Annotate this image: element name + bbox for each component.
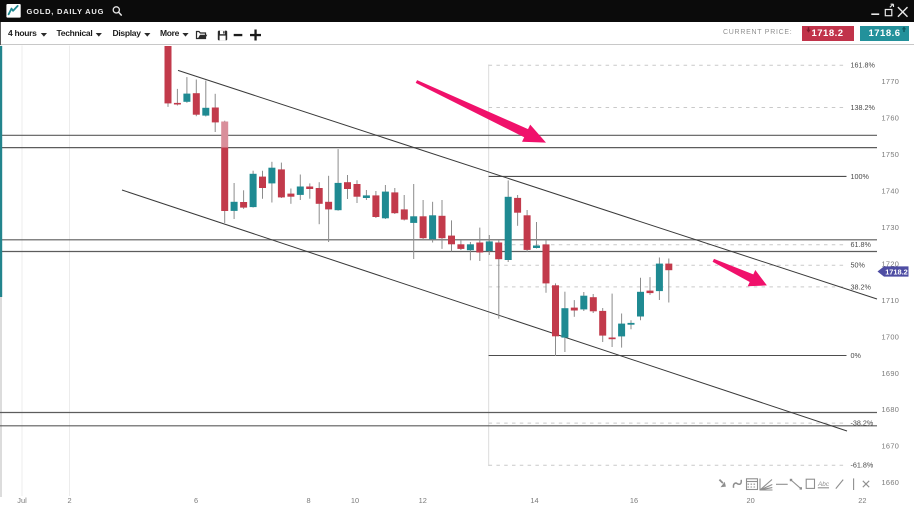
- svg-text:-61.8%: -61.8%: [851, 461, 874, 470]
- svg-text:1720: 1720: [882, 259, 900, 268]
- svg-text:1750: 1750: [882, 150, 900, 159]
- svg-text:6: 6: [194, 496, 198, 505]
- svg-text:138.2%: 138.2%: [851, 103, 876, 112]
- svg-text:1718.2: 1718.2: [885, 267, 908, 276]
- svg-text:1700: 1700: [882, 332, 900, 341]
- svg-text:1660: 1660: [882, 478, 900, 487]
- svg-text:14: 14: [530, 496, 538, 505]
- svg-text:1740: 1740: [882, 187, 900, 196]
- svg-text:61.8%: 61.8%: [851, 240, 872, 249]
- svg-text:0%: 0%: [851, 351, 862, 360]
- svg-text:Abc: Abc: [817, 481, 830, 488]
- svg-text:1680: 1680: [882, 405, 900, 414]
- svg-text:100%: 100%: [851, 172, 870, 181]
- svg-text:1690: 1690: [882, 369, 900, 378]
- svg-text:1770: 1770: [882, 77, 900, 86]
- svg-text:1670: 1670: [882, 442, 900, 451]
- svg-text:38.2%: 38.2%: [851, 282, 872, 291]
- svg-text:10: 10: [351, 496, 359, 505]
- svg-text:-38.2%: -38.2%: [851, 419, 874, 428]
- svg-text:2: 2: [67, 496, 71, 505]
- svg-text:8: 8: [306, 496, 310, 505]
- svg-text:22: 22: [858, 496, 866, 505]
- svg-text:1710: 1710: [882, 296, 900, 305]
- svg-text:20: 20: [746, 496, 754, 505]
- svg-text:Jul: Jul: [17, 496, 27, 505]
- svg-text:16: 16: [630, 496, 638, 505]
- svg-text:1730: 1730: [882, 223, 900, 232]
- svg-text:161.8%: 161.8%: [851, 61, 876, 70]
- svg-text:50%: 50%: [851, 261, 866, 270]
- svg-text:1760: 1760: [882, 114, 900, 123]
- svg-text:12: 12: [419, 496, 427, 505]
